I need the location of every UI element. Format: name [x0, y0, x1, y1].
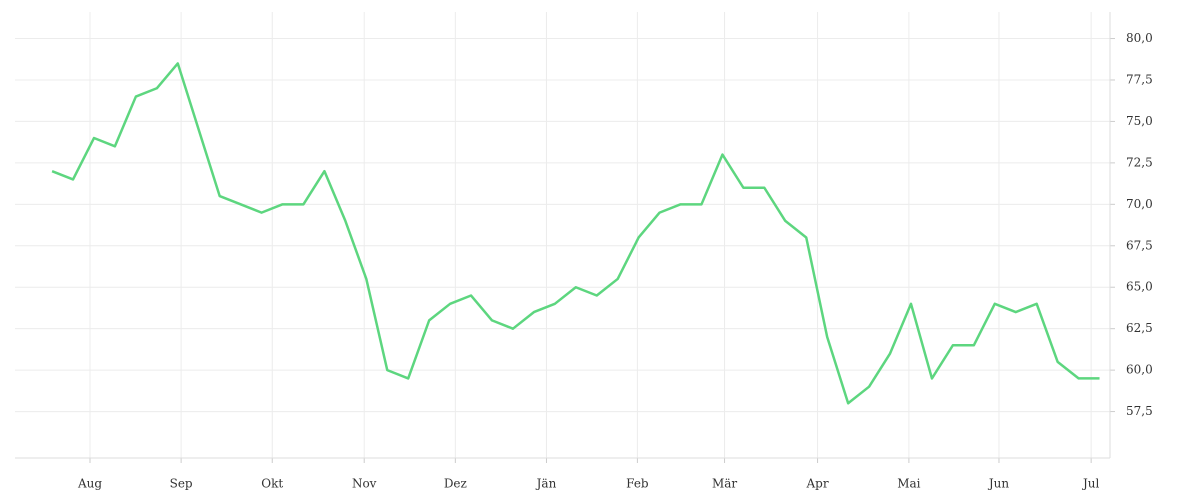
x-tick-label: Aug [77, 477, 102, 491]
x-tick-label: Okt [261, 477, 283, 491]
y-tick-label: 60,0 [1126, 363, 1153, 377]
y-tick-label: 80,0 [1126, 31, 1153, 45]
x-tick-label: Jun [987, 477, 1010, 491]
line-series [51, 62, 1100, 405]
y-tick-label: 62,5 [1126, 321, 1153, 335]
x-tick-label: Apr [806, 477, 829, 491]
x-tick-label: Nov [352, 477, 377, 491]
y-tick-label: 75,0 [1126, 114, 1153, 128]
x-tick-label: Jän [535, 477, 557, 491]
y-tick-label: 57,5 [1126, 404, 1153, 418]
x-tick-label: Jul [1081, 477, 1100, 491]
y-tick-label: 77,5 [1126, 72, 1153, 86]
x-tick-label: Sep [170, 477, 193, 491]
y-tick-label: 70,0 [1126, 197, 1153, 211]
y-tick-label: 65,0 [1126, 280, 1153, 294]
x-tick-label: Dez [444, 477, 467, 491]
x-tick-label: Feb [626, 477, 649, 491]
y-tick-label: 67,5 [1126, 238, 1153, 252]
x-tick-label: Mai [897, 477, 920, 491]
x-tick-label: Mär [712, 477, 737, 491]
y-tick-label: 72,5 [1126, 155, 1153, 169]
